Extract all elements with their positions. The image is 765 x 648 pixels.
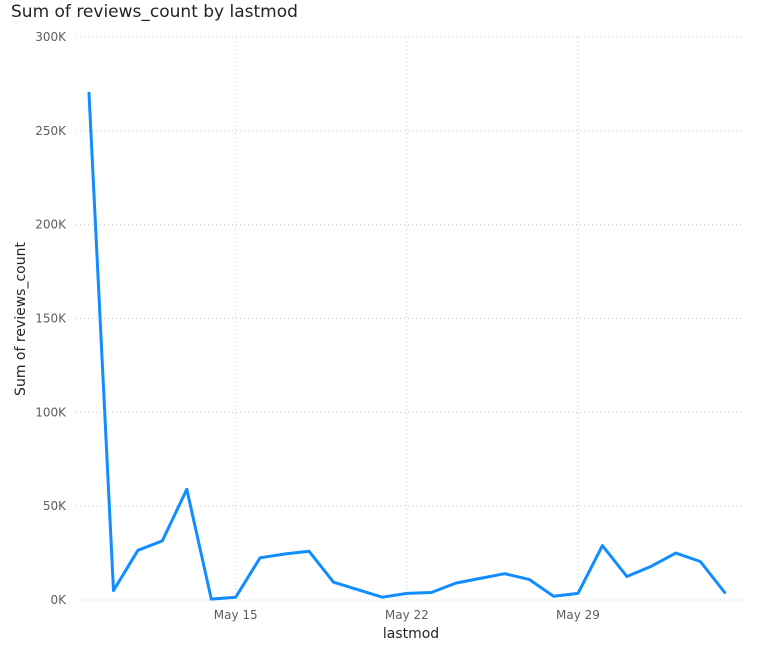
y-tick-label: 250K	[35, 124, 67, 138]
x-tick-label: May 29	[556, 608, 600, 622]
data-point[interactable]	[453, 580, 459, 586]
data-point[interactable]	[379, 594, 385, 600]
data-point[interactable]	[233, 594, 239, 600]
y-tick-label: 200K	[35, 218, 67, 232]
chart-title: Sum of reviews_count by lastmod	[11, 2, 298, 22]
data-point[interactable]	[526, 576, 532, 582]
x-tick-label: May 15	[214, 608, 258, 622]
series-line	[87, 91, 727, 601]
y-tick-label: 150K	[35, 312, 67, 326]
data-point[interactable]	[477, 575, 483, 581]
data-point[interactable]	[697, 559, 703, 565]
data-point[interactable]	[624, 574, 630, 580]
data-point[interactable]	[257, 555, 263, 561]
y-tick-label: 50K	[43, 499, 67, 513]
x-tick-label: May 22	[385, 608, 429, 622]
y-tick-label: 0K	[50, 593, 67, 607]
data-point[interactable]	[722, 589, 728, 595]
data-point[interactable]	[599, 543, 605, 549]
y-tick-label: 300K	[35, 30, 67, 44]
data-point[interactable]	[331, 579, 337, 585]
data-point[interactable]	[135, 547, 141, 553]
data-point[interactable]	[673, 550, 679, 556]
data-point[interactable]	[404, 590, 410, 596]
data-point[interactable]	[502, 571, 508, 577]
data-point[interactable]	[428, 589, 434, 595]
series-layer	[86, 90, 728, 602]
data-point[interactable]	[282, 551, 288, 557]
data-point[interactable]	[159, 538, 165, 544]
data-point[interactable]	[648, 563, 654, 569]
y-axis-title: Sum of reviews_count	[13, 242, 29, 396]
x-axis-title: lastmod	[383, 626, 439, 642]
data-point[interactable]	[86, 90, 92, 96]
y-axis-ticks: 0K 50K 100K 150K 200K 250K 300K	[35, 30, 67, 607]
data-point[interactable]	[110, 588, 116, 594]
data-point[interactable]	[184, 486, 190, 492]
data-point[interactable]	[306, 548, 312, 554]
data-point[interactable]	[355, 587, 361, 593]
x-axis-ticks: May 15 May 22 May 29	[214, 608, 600, 622]
data-point[interactable]	[208, 596, 214, 602]
y-tick-label: 100K	[35, 405, 67, 419]
gridlines	[76, 36, 742, 601]
data-point[interactable]	[575, 590, 581, 596]
data-point[interactable]	[551, 593, 557, 599]
